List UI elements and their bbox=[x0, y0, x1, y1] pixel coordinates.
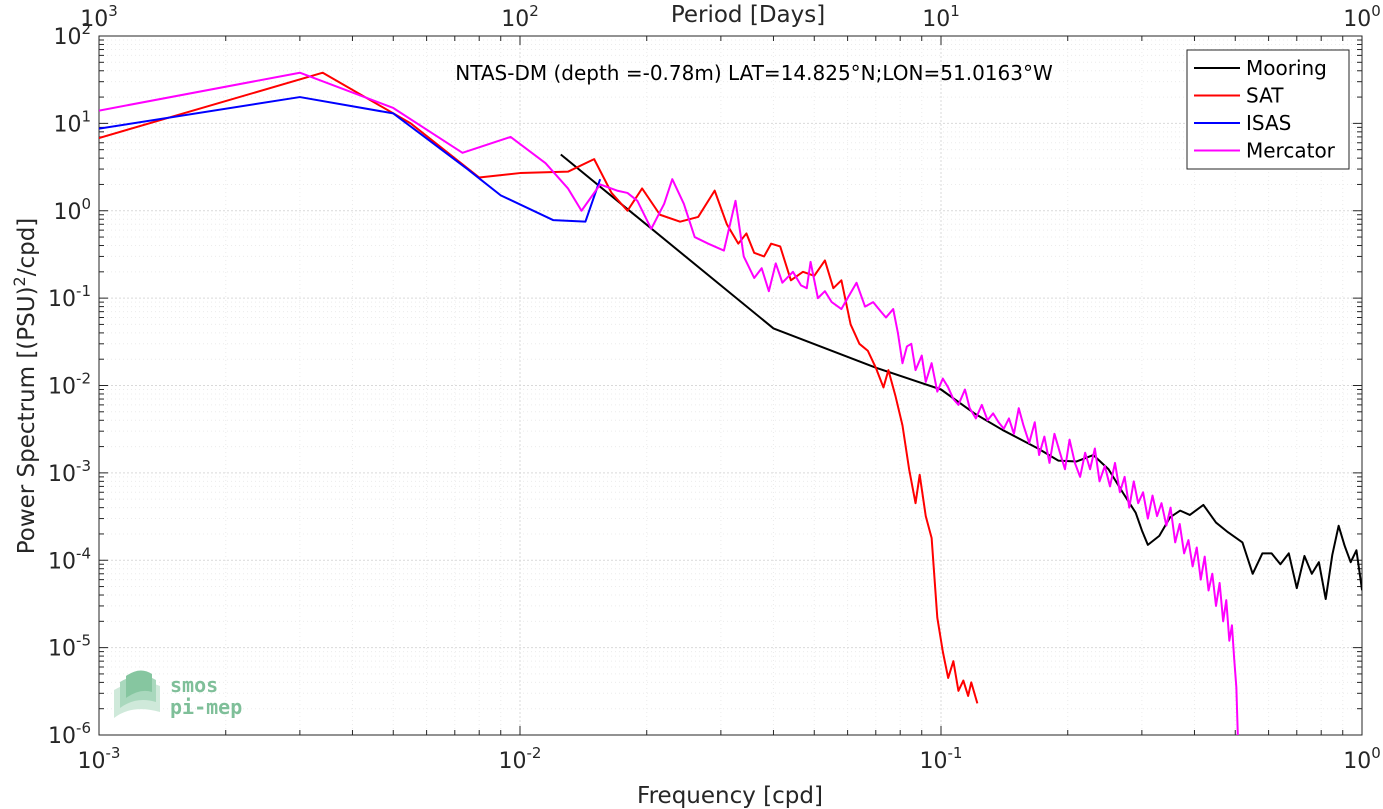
x-tick-label-base: 10 bbox=[920, 749, 948, 774]
x-tick-label-base: 10 bbox=[78, 749, 106, 774]
top-tick-label: 102 bbox=[501, 2, 539, 32]
y-tick-label: 10-6 bbox=[48, 719, 91, 749]
x-tick-label-exponent: -2 bbox=[527, 744, 542, 762]
y-axis-label-unit: /cpd] bbox=[14, 218, 40, 277]
y-tick-label: 10-2 bbox=[48, 370, 91, 400]
x-tick-label-exponent: -3 bbox=[106, 744, 121, 762]
grid-layer bbox=[99, 36, 1362, 735]
y-tick-label-exponent: -4 bbox=[76, 544, 91, 562]
top-tick-label: 103 bbox=[80, 2, 118, 32]
y-tick-label-exponent: -3 bbox=[76, 457, 91, 475]
legend-label-mooring: Mooring bbox=[1246, 56, 1327, 80]
x-tick-label-base: 10 bbox=[499, 749, 527, 774]
logo-text-smos: smos bbox=[170, 673, 218, 697]
y-tick-label-base: 10 bbox=[53, 112, 81, 137]
legend: Mooring SAT ISAS Mercator bbox=[1186, 49, 1350, 170]
y-tick-label: 101 bbox=[53, 107, 91, 137]
y-tick-label-exponent: 0 bbox=[81, 195, 91, 213]
x-tick-label-base: 10 bbox=[1343, 749, 1371, 774]
y-tick-label: 102 bbox=[53, 20, 91, 50]
tick-layer bbox=[98, 36, 1362, 736]
top-tick-label-base: 10 bbox=[922, 7, 950, 32]
series-line-mercator bbox=[99, 71, 1239, 735]
top-x-axis-label: Period [Days] bbox=[671, 2, 825, 28]
y-tick-label: 10-3 bbox=[48, 457, 91, 487]
legend-label-sat: SAT bbox=[1246, 84, 1284, 108]
y-tick-label-exponent: 1 bbox=[81, 107, 91, 125]
logo-text-pi-mep: pi-mep bbox=[170, 695, 242, 719]
y-axis-label-exponent: 2 bbox=[10, 276, 29, 286]
series-line-sat bbox=[99, 71, 979, 704]
y-tick-label-base: 10 bbox=[48, 375, 76, 400]
x-tick-label: 10-3 bbox=[78, 744, 121, 774]
series-group-sat bbox=[99, 71, 979, 704]
y-tick-label-exponent: -2 bbox=[76, 370, 91, 388]
x-tick-label-exponent: -1 bbox=[948, 744, 963, 762]
y-axis-label: Power Spectrum [(PSU)2/cpd] bbox=[10, 218, 40, 555]
top-tick-label-base: 10 bbox=[80, 7, 108, 32]
top-tick-label-exponent: 3 bbox=[108, 2, 118, 20]
legend-label-mercator: Mercator bbox=[1246, 139, 1336, 163]
series-layer bbox=[99, 71, 1362, 735]
series-line-mooring bbox=[560, 153, 1362, 601]
y-tick-label-exponent: -5 bbox=[76, 632, 91, 650]
y-tick-label-base: 10 bbox=[48, 287, 76, 312]
series-group-mooring bbox=[560, 153, 1362, 601]
y-axis-label-main: Power Spectrum [(PSU) bbox=[14, 286, 40, 554]
series-group-mercator bbox=[99, 71, 1239, 735]
y-tick-label-base: 10 bbox=[48, 462, 76, 487]
logo-waves-icon bbox=[114, 670, 160, 718]
y-tick-label-base: 10 bbox=[48, 549, 76, 574]
top-tick-label-exponent: 2 bbox=[529, 2, 539, 20]
y-tick-label-base: 10 bbox=[48, 724, 76, 749]
legend-box bbox=[1186, 49, 1350, 170]
top-tick-label-base: 10 bbox=[501, 7, 529, 32]
series-line-isas bbox=[99, 96, 602, 223]
legend-label-isas: ISAS bbox=[1246, 111, 1291, 135]
y-tick-label: 10-5 bbox=[48, 632, 91, 662]
x-axis-label: Frequency [cpd] bbox=[637, 783, 823, 809]
y-tick-label-exponent: 2 bbox=[81, 20, 91, 38]
smos-pi-mep-logo: smos pi-mep bbox=[114, 670, 242, 719]
y-tick-label: 10-1 bbox=[48, 282, 91, 312]
series-group-isas bbox=[99, 96, 602, 223]
top-tick-label: 101 bbox=[922, 2, 960, 32]
y-tick-label-exponent: -1 bbox=[76, 282, 91, 300]
top-tick-label: 100 bbox=[1343, 2, 1381, 32]
top-tick-label-exponent: 0 bbox=[1371, 2, 1381, 20]
legend-items: Mooring SAT ISAS Mercator bbox=[1194, 56, 1336, 163]
y-tick-label-base: 10 bbox=[53, 200, 81, 225]
y-tick-label-base: 10 bbox=[53, 25, 81, 50]
chart-title: NTAS-DM (depth =-0.78m) LAT=14.825°N;LON… bbox=[455, 61, 1053, 85]
x-tick-label: 10-1 bbox=[920, 744, 963, 774]
top-tick-label-base: 10 bbox=[1343, 7, 1371, 32]
x-tick-label-exponent: 0 bbox=[1371, 744, 1381, 762]
x-tick-label: 10-2 bbox=[499, 744, 542, 774]
y-tick-label: 10-4 bbox=[48, 544, 91, 574]
x-tick-label: 100 bbox=[1343, 744, 1381, 774]
y-tick-label-base: 10 bbox=[48, 637, 76, 662]
y-tick-label: 100 bbox=[53, 195, 91, 225]
y-tick-label-exponent: -6 bbox=[76, 719, 91, 737]
top-tick-label-exponent: 1 bbox=[950, 2, 960, 20]
